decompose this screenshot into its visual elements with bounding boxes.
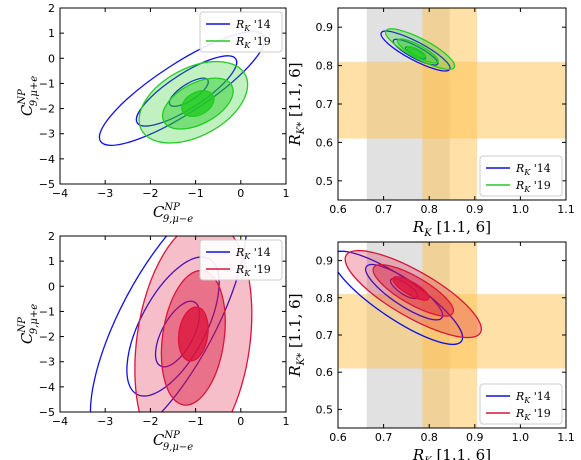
- legend-label-rk14: RK '14: [235, 18, 271, 33]
- y-tick-label: 0.7: [316, 98, 334, 111]
- axes-frame: [59, 7, 287, 185]
- legend-box: [199, 11, 283, 53]
- x-tick-label: −1: [187, 187, 203, 200]
- x-tick-label: 1: [283, 187, 290, 200]
- y-tick-label: −3: [39, 128, 55, 141]
- panel-top-right: 0.6 0.7 0.8 0.9 1.0 1.1 0.5 0.6 0.7 0.8 0.9 RK [1.1…: [286, 7, 575, 239]
- x-tick-label: 1.0: [512, 203, 530, 216]
- y-tick-label: −2: [39, 331, 55, 344]
- y-tick-label: −2: [39, 103, 55, 116]
- x-tick-label: 0: [237, 187, 244, 200]
- x-tick-label: −4: [52, 415, 68, 428]
- x-tick-label: 0.8: [420, 431, 438, 444]
- band-y-2: [338, 61, 566, 139]
- x-tick-label: −2: [142, 187, 158, 200]
- y-tick-label: 0.8: [316, 60, 334, 73]
- y-tick-label: 0: [48, 52, 55, 65]
- y-tick-label: 0.9: [316, 21, 334, 34]
- x-axis-label: CNP 9,μ−e: [153, 202, 193, 225]
- y-axis-label: RK* [1.1, 6]: [286, 62, 307, 146]
- legend: RK '14 RK '19: [479, 383, 563, 425]
- contour-rk14-level-1: [89, 236, 248, 412]
- plot-area: [98, 30, 266, 146]
- x-tick-label: 0.8: [420, 203, 438, 216]
- x-tick-label: −2: [142, 415, 158, 428]
- legend-label-rk14: RK '14: [515, 390, 551, 405]
- legend-label-rk14: RK '14: [515, 162, 551, 177]
- legend-box: [199, 239, 283, 281]
- y-tick-label: −4: [39, 153, 55, 166]
- y-tick-label: 0.6: [316, 136, 334, 149]
- y-tick-label: 0.6: [316, 366, 334, 379]
- x-tick-label: 0.7: [375, 203, 393, 216]
- x-tick-label: 0.6: [329, 431, 347, 444]
- y-tick-label: 0: [48, 280, 55, 293]
- x-tick-label: 0.9: [466, 203, 484, 216]
- y-tick-label: 1: [48, 27, 55, 40]
- plot-area: [89, 236, 253, 412]
- x-axis-label: RK [1.1, 6]: [412, 446, 491, 460]
- legend-box: [479, 155, 563, 197]
- x-tick-label: 1.0: [512, 431, 530, 444]
- legend-label-rk19: RK '19: [235, 263, 271, 278]
- x-tick-label: −1: [187, 415, 203, 428]
- y-tick-label: 0.5: [316, 403, 334, 416]
- legend-box: [479, 383, 563, 425]
- contour-rk19-level-3: [406, 46, 427, 59]
- x-axis-label: CNP 9,μ−e: [153, 430, 193, 453]
- x-tick-label: 1.1: [557, 431, 575, 444]
- y-axis-label: RK* [1.1, 6]: [286, 293, 307, 377]
- x-tick-label: −3: [97, 415, 113, 428]
- panel-bottom-right: 0.6 0.7 0.8 0.9 1.0 1.1 0.5 0.6 0.7 0.8 0.9 RK [1.1…: [286, 241, 575, 460]
- legend-label-rk14: RK '14: [235, 246, 271, 261]
- legend-label-rk19: RK '19: [515, 179, 551, 194]
- y-tick-label: 2: [48, 2, 55, 15]
- x-tick-label: 1.1: [557, 203, 575, 216]
- contour-rk19-level-3: [392, 276, 430, 301]
- y-tick-label: −5: [39, 406, 55, 419]
- x-tick-label: −3: [97, 187, 113, 200]
- x-tick-label: 0.7: [375, 431, 393, 444]
- y-axis-label: CNP9,μ+e: [17, 76, 40, 116]
- x-tick-label: 1: [283, 415, 290, 428]
- legend-label-rk19: RK '19: [515, 407, 551, 422]
- legend: RK '14 RK '19: [199, 239, 283, 281]
- contour-rk19-level-3: [181, 90, 215, 118]
- y-tick-label: 1: [48, 255, 55, 268]
- y-axis-label: CNP9,μ+e: [17, 304, 40, 344]
- x-axis-label: RK [1.1, 6]: [412, 218, 491, 239]
- contour-rk14-level-2: [392, 38, 439, 66]
- plot-area: [338, 242, 566, 428]
- y-tick-label: −5: [39, 178, 55, 191]
- y-tick-label: 0.9: [316, 255, 334, 268]
- y-tick-label: −4: [39, 381, 55, 394]
- x-tick-label: 0: [237, 415, 244, 428]
- legend-label-rk19: RK '19: [235, 35, 271, 50]
- x-tick-label: −4: [52, 187, 68, 200]
- y-tick-label: 0.7: [316, 329, 334, 342]
- axes-frame: [59, 235, 287, 413]
- plot-area: [338, 8, 566, 200]
- x-tick-label: 0.6: [329, 203, 347, 216]
- y-tick-label: −1: [39, 77, 55, 90]
- y-tick-label: −3: [39, 356, 55, 369]
- legend: RK '14 RK '19: [199, 11, 283, 53]
- y-tick-label: 0.8: [316, 292, 334, 305]
- contour-rk19-level-3: [177, 306, 209, 362]
- y-tick-label: 0.5: [316, 175, 334, 188]
- y-tick-label: −1: [39, 305, 55, 318]
- x-tick-label: 0.9: [466, 431, 484, 444]
- y-tick-label: 2: [48, 230, 55, 243]
- legend: RK '14 RK '19: [479, 155, 563, 197]
